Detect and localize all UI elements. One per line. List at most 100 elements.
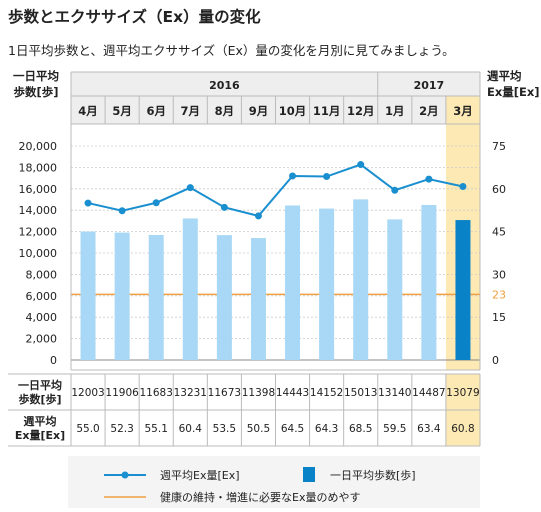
ex-point — [152, 199, 160, 207]
y-left-tick-label: 8,000 — [26, 268, 58, 281]
month-label: 7月 — [181, 104, 201, 118]
steps-value-cell: 11673 — [208, 387, 241, 399]
month-label: 3月 — [453, 104, 473, 118]
y-left-tick-label: 10,000 — [19, 247, 58, 260]
steps-bar — [114, 232, 130, 360]
steps-bar — [250, 238, 266, 360]
ex-value-cell: 63.4 — [417, 423, 441, 435]
legend-box — [68, 456, 480, 508]
steps-value-cell: 14443 — [276, 387, 309, 399]
steps-bar — [80, 231, 96, 360]
ex-point — [459, 183, 467, 191]
steps-bar — [353, 199, 369, 360]
ex-value-cell: 64.3 — [315, 423, 338, 435]
ex-point — [254, 212, 262, 220]
y-left-tick-label: 4,000 — [26, 311, 58, 324]
steps-bar — [182, 218, 198, 360]
steps-value-cell: 14487 — [412, 387, 445, 399]
steps-bar — [319, 208, 335, 360]
month-label: 12月 — [347, 104, 375, 118]
ex-point — [220, 203, 228, 211]
ex-row-label: Ex量[Ex] — [15, 429, 65, 442]
reference-value-label: 23 — [492, 288, 506, 301]
steps-bar — [148, 234, 164, 360]
y-left-tick-label: 20,000 — [19, 140, 58, 153]
header-bg-highlight-year — [445, 72, 480, 96]
y-left-tick-label: 16,000 — [19, 183, 58, 196]
y-right-axis-title: Ex量[Ex] — [487, 85, 540, 99]
y-right-tick-label: 15 — [492, 311, 506, 324]
ex-value-cell: 68.5 — [349, 423, 372, 435]
y-left-axis-title: 歩数[歩] — [13, 85, 58, 99]
y-right-tick-label: 75 — [492, 140, 506, 153]
steps-bar — [387, 219, 403, 360]
steps-row-label: 歩数[歩] — [18, 392, 61, 406]
ex-value-cell: 64.5 — [281, 423, 304, 435]
ex-point — [323, 173, 331, 181]
y-left-tick-label: 14,000 — [19, 204, 58, 217]
ex-point — [357, 161, 365, 169]
legend-bar-label: 一日平均歩数[歩] — [330, 468, 416, 482]
ex-point — [391, 186, 399, 194]
steps-value-cell: 11683 — [140, 387, 173, 399]
y-left-tick-label: 0 — [50, 354, 57, 367]
page-title: 歩数とエクササイズ（Ex）量の変化 — [8, 8, 261, 26]
month-label: 5月 — [112, 104, 132, 118]
steps-bar — [455, 220, 471, 360]
steps-value-cell: 13079 — [446, 387, 479, 399]
year-label: 2016 — [209, 79, 240, 92]
y-right-tick-label: 60 — [492, 183, 506, 196]
month-label: 8月 — [215, 104, 235, 118]
month-label: 10月 — [279, 104, 307, 118]
steps-value-cell: 11398 — [242, 387, 275, 399]
y-left-tick-label: 18,000 — [19, 161, 58, 174]
header-bg-highlight-month — [445, 96, 480, 124]
header-bg-2016 — [71, 72, 378, 124]
steps-value-cell: 14152 — [310, 387, 343, 399]
ex-point — [289, 172, 297, 180]
month-label: 1月 — [385, 104, 405, 118]
y-left-tick-label: 2,000 — [26, 333, 58, 346]
ex-point — [425, 175, 433, 183]
ex-value-cell: 59.5 — [383, 423, 406, 435]
legend-line-marker — [121, 471, 129, 479]
steps-value-cell: 13140 — [378, 387, 411, 399]
ex-line — [87, 163, 464, 218]
steps-value-cell: 13231 — [174, 387, 207, 399]
ex-value-cell: 53.5 — [213, 423, 236, 435]
y-right-tick-label: 0 — [492, 354, 499, 367]
ex-value-cell: 50.5 — [247, 423, 270, 435]
legend-reference-label: 健康の維持・増進に必要なEx量のめやす — [160, 490, 360, 504]
y-left-tick-label: 12,000 — [19, 226, 58, 239]
month-label: 2月 — [419, 104, 439, 118]
steps-bar — [216, 235, 232, 360]
steps-value-cell: 11906 — [105, 387, 139, 399]
ex-point — [84, 199, 92, 207]
ex-value-cell: 60.4 — [179, 423, 203, 435]
steps-row-label: 一日平均 — [18, 378, 62, 392]
y-left-tick-label: 6,000 — [26, 290, 58, 303]
ex-value-cell: 55.1 — [145, 423, 168, 435]
y-left-axis-title: 一日平均 — [13, 69, 59, 83]
ex-value-cell: 60.8 — [451, 423, 474, 435]
y-right-axis-title: 週平均 — [487, 69, 522, 83]
month-label: 9月 — [249, 104, 269, 118]
legend-line-label: 週平均Ex量[Ex] — [160, 469, 240, 482]
ex-point — [118, 207, 126, 215]
ex-value-cell: 52.3 — [110, 423, 133, 435]
page-subtitle: 1日平均歩数と、週平均エクササイズ（Ex）量の変化を月別に見てみましょう。 — [8, 43, 455, 58]
ex-row-label: 週平均 — [24, 414, 57, 428]
legend-bar-swatch — [303, 467, 315, 482]
month-label: 11月 — [313, 104, 341, 118]
y-right-tick-label: 30 — [492, 268, 506, 281]
month-label: 4月 — [78, 104, 98, 118]
ex-value-cell: 55.0 — [76, 423, 99, 435]
ex-point — [186, 184, 194, 192]
steps-bar — [421, 204, 437, 360]
month-label: 6月 — [146, 104, 166, 118]
year-label: 2017 — [414, 79, 445, 92]
steps-value-cell: 12003 — [71, 387, 104, 399]
y-right-tick-label: 45 — [492, 226, 506, 239]
steps-bar — [285, 205, 301, 360]
